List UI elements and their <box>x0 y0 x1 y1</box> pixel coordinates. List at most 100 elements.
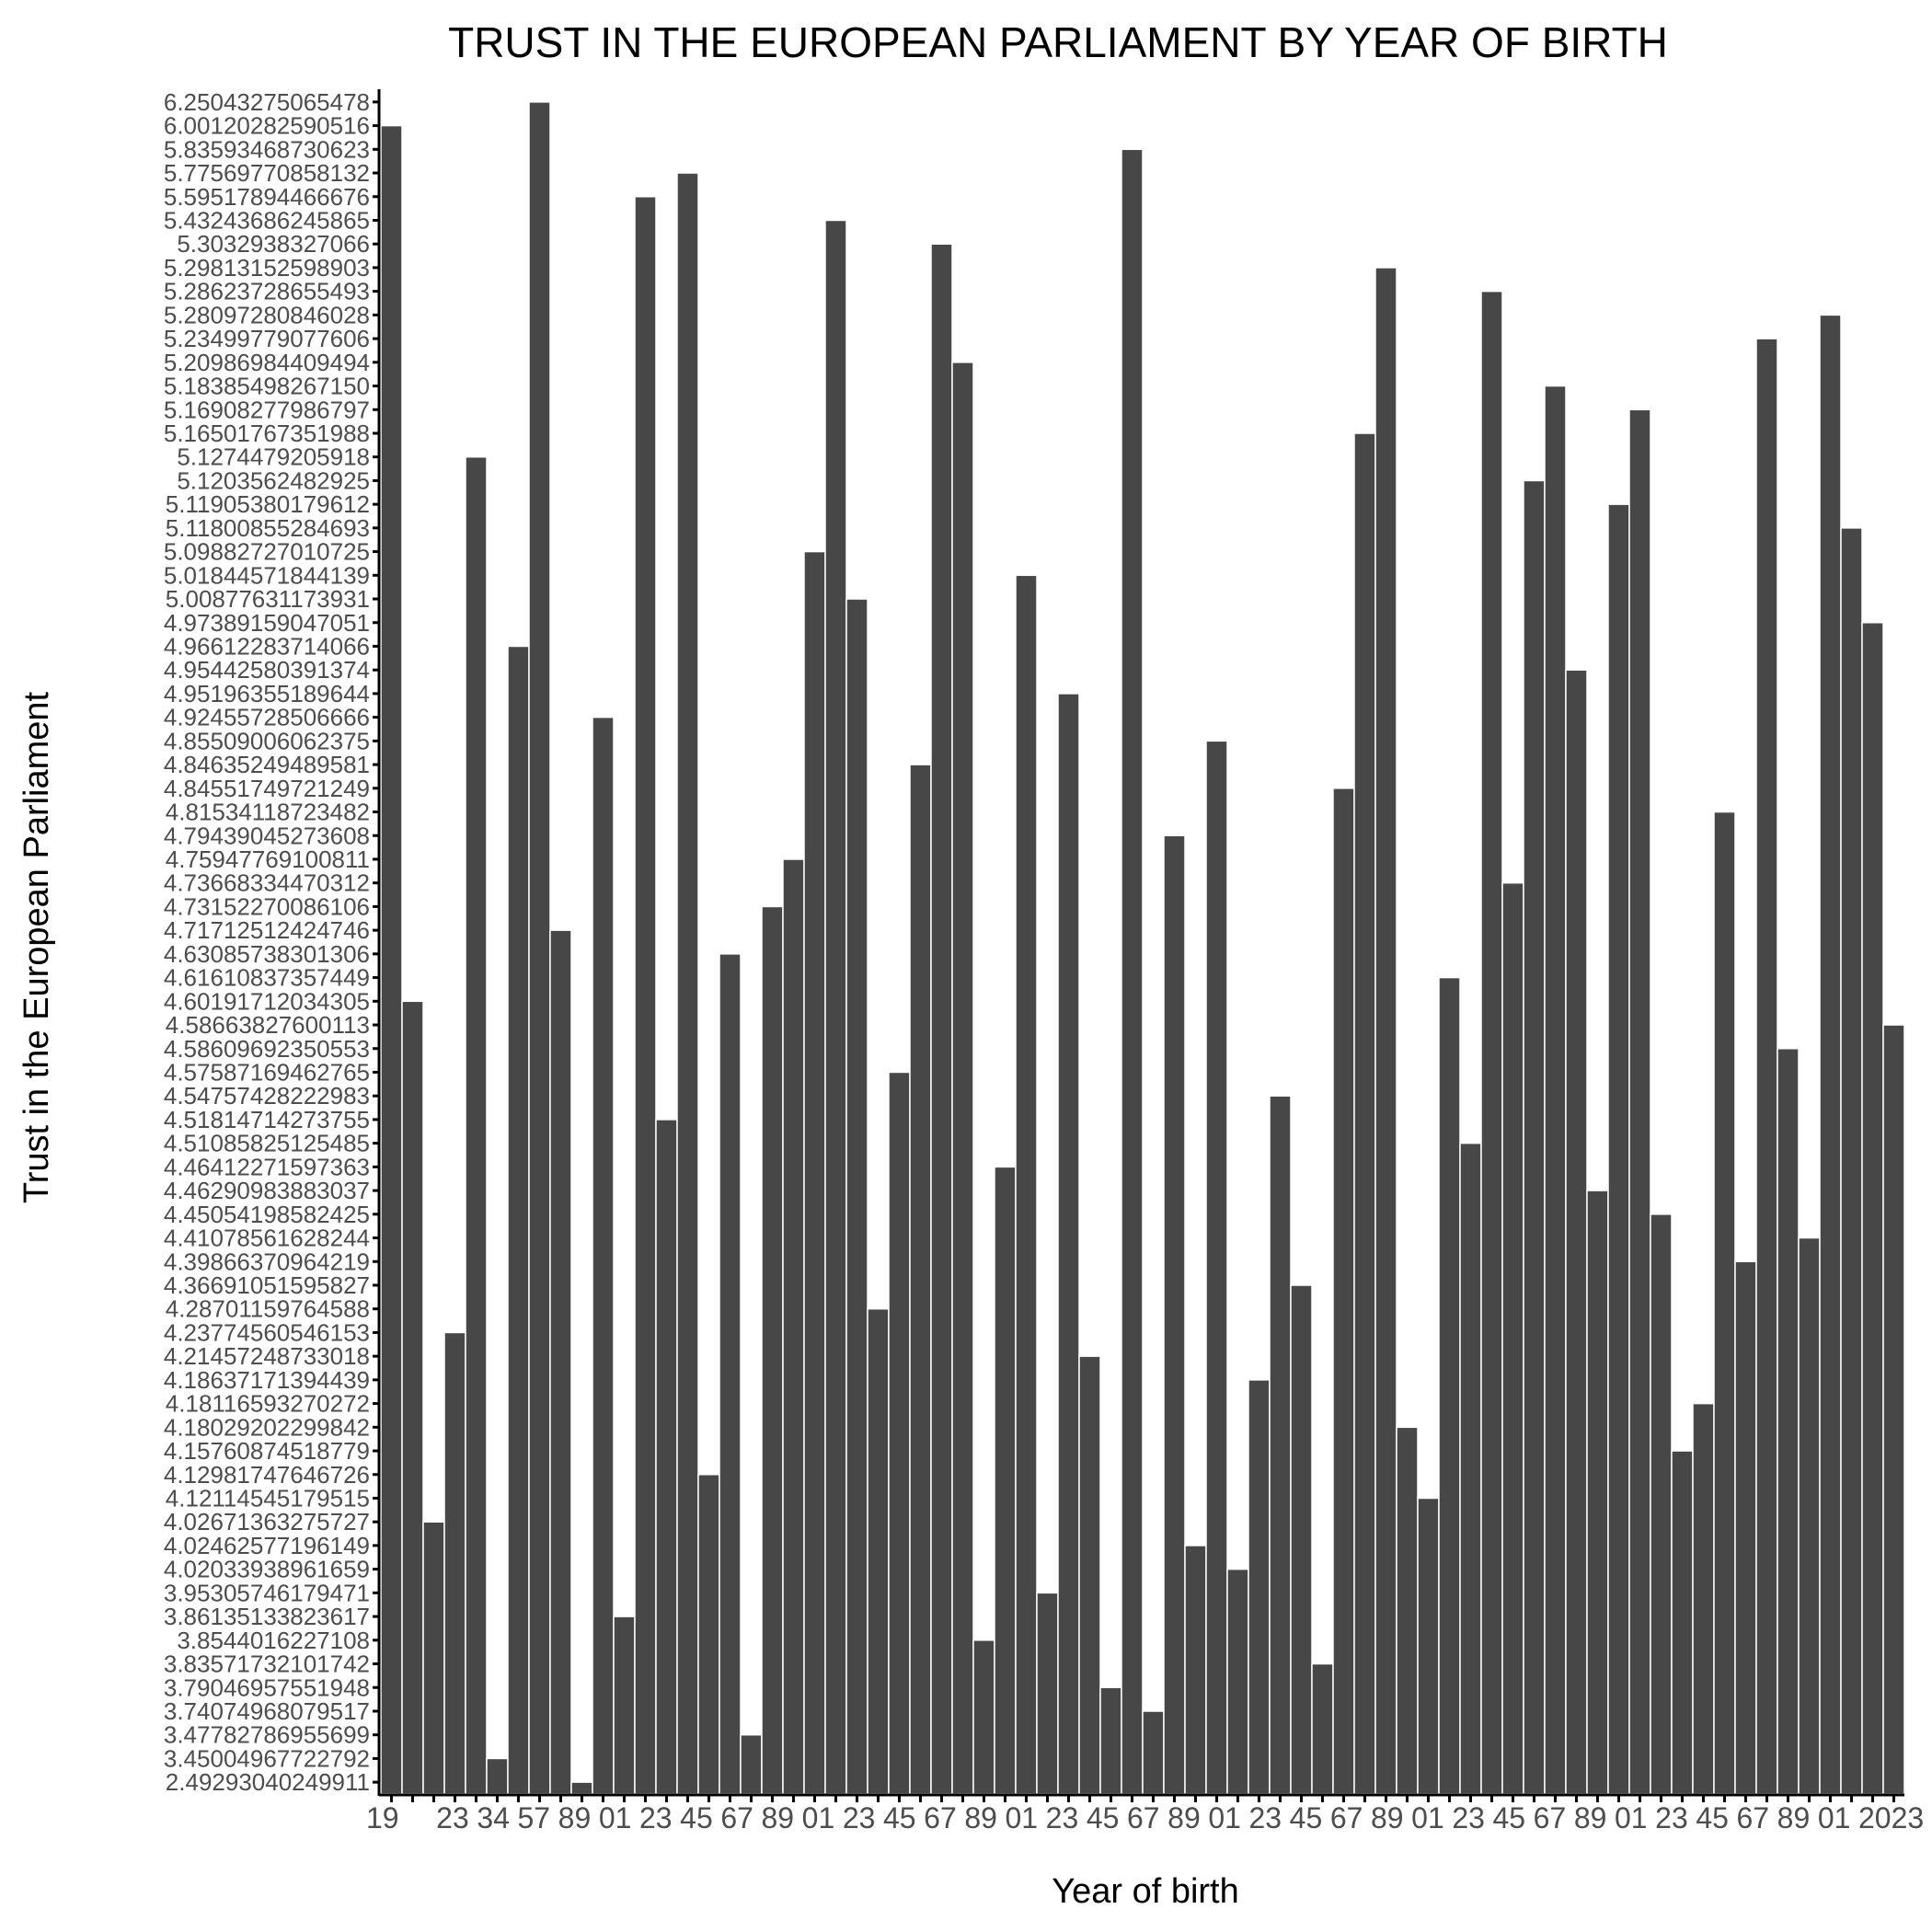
bar-1948 <box>972 1639 995 1795</box>
x-tick-label: 45 <box>680 1801 713 1834</box>
y-tick-label: 4.23774560546153 <box>164 1318 370 1346</box>
bar-1946 <box>930 243 953 1795</box>
bar-1971 <box>1459 1142 1482 1795</box>
y-tick-label: 5.18385498267150 <box>164 373 370 400</box>
bar-1923 <box>443 1331 466 1795</box>
bar-1973 <box>1501 881 1524 1795</box>
x-tick-label: 67 <box>1330 1801 1363 1834</box>
bar-1943 <box>867 1307 890 1795</box>
y-tick-label: 4.57587169462765 <box>164 1058 370 1086</box>
bar-1988 <box>1819 314 1842 1795</box>
y-tick-label: 4.63085738301306 <box>164 940 370 968</box>
x-tick-label: 34 <box>477 1801 510 1834</box>
x-tick-label: 89 <box>762 1801 795 1834</box>
bar-1940 <box>803 550 826 1795</box>
y-tick-label: 4.61610837357449 <box>164 964 370 992</box>
y-axis-title: Trust in the European Parliament <box>17 691 56 1203</box>
y-tick-label: 4.15760874518779 <box>164 1437 370 1465</box>
bar-1972 <box>1480 290 1503 1795</box>
y-tick-label: 4.81534118723482 <box>166 799 370 826</box>
x-tick-label: 23 <box>639 1801 673 1834</box>
y-axis-ticks: 2.492930402499113.450049677227923.477827… <box>164 88 379 1796</box>
bar-1981 <box>1671 1450 1694 1795</box>
y-tick-label: 6.25043275065478 <box>164 88 370 116</box>
bar-1960 <box>1226 1568 1249 1795</box>
x-axis-title: Year of birth <box>1052 1872 1239 1911</box>
bar-1983 <box>1713 811 1736 1795</box>
bar-1942 <box>845 598 868 1795</box>
y-tick-label: 3.95305746179471 <box>164 1579 370 1606</box>
bar-1989 <box>1840 527 1863 1795</box>
y-tick-label: 5.16908277986797 <box>164 396 370 423</box>
bar-1967 <box>1374 267 1397 1795</box>
y-tick-label: 4.84551749721249 <box>164 775 370 802</box>
y-tick-label: 4.96612283714066 <box>164 632 370 660</box>
x-tick-label: 01 <box>1006 1801 1039 1834</box>
y-tick-label: 4.51085825125485 <box>164 1130 370 1157</box>
y-tick-label: 5.11800855284693 <box>166 514 370 542</box>
y-tick-label: 5.77569770858132 <box>164 159 370 187</box>
bar-1929 <box>570 1781 593 1795</box>
y-tick-label: 3.79046957551948 <box>164 1673 370 1701</box>
y-tick-label: 5.28097280846028 <box>164 301 370 328</box>
y-tick-label: 4.39866370964219 <box>164 1248 370 1275</box>
y-tick-label: 3.83571732101742 <box>164 1650 370 1678</box>
y-tick-label: 4.75947769100811 <box>166 845 370 873</box>
y-tick-label: 5.1203562482925 <box>177 466 370 494</box>
y-tick-label: 4.73152270086106 <box>164 892 370 920</box>
bar-1975 <box>1544 385 1567 1795</box>
bar-1954 <box>1099 1686 1122 1795</box>
bar-1949 <box>994 1166 1017 1795</box>
bar-1950 <box>1015 574 1038 1795</box>
bar-1939 <box>782 858 805 1795</box>
x-tick-label: 45 <box>883 1801 916 1834</box>
bar-1974 <box>1523 479 1546 1795</box>
y-tick-label: 3.47782786955699 <box>164 1721 370 1749</box>
x-tick-label: 01 <box>1208 1801 1241 1834</box>
y-tick-label: 5.29813152598903 <box>164 254 370 282</box>
y-tick-label: 4.18637171394439 <box>164 1366 370 1394</box>
bar-1965 <box>1332 788 1355 1795</box>
bar-1986 <box>1777 1048 1800 1795</box>
bar-1926 <box>507 645 530 1795</box>
y-tick-label: 4.71712512424746 <box>164 916 370 944</box>
bar-1979 <box>1628 408 1651 1795</box>
y-tick-label: 5.59517894466676 <box>164 183 370 211</box>
bar-1922 <box>422 1521 445 1795</box>
x-tick-label: 89 <box>558 1801 592 1834</box>
x-tick-label: 45 <box>1493 1801 1526 1834</box>
bar-1935 <box>697 1474 720 1795</box>
bar-1961 <box>1248 1379 1271 1795</box>
x-tick-label: 01 <box>1615 1801 1648 1834</box>
y-tick-label: 5.43243686245865 <box>164 206 370 234</box>
y-tick-label: 4.36691051595827 <box>164 1271 370 1299</box>
bar-1964 <box>1311 1662 1334 1795</box>
y-tick-label: 6.00120282590516 <box>164 112 370 140</box>
x-tick-label: 67 <box>720 1801 753 1834</box>
y-tick-label: 4.95442580391374 <box>164 656 370 684</box>
y-tick-label: 4.28701159764588 <box>166 1295 370 1323</box>
bar-1958 <box>1184 1545 1207 1795</box>
y-tick-label: 4.18116593270272 <box>166 1390 370 1418</box>
y-tick-label: 4.21457248733018 <box>164 1342 370 1370</box>
y-tick-label: 4.73668334470312 <box>164 869 370 897</box>
y-tick-label: 3.45004967722792 <box>164 1744 370 1772</box>
y-tick-label: 4.46290983883037 <box>164 1177 370 1204</box>
x-tick-label: 23 <box>1249 1801 1282 1834</box>
x-tick-label: 23 <box>1655 1801 1688 1834</box>
bar-1987 <box>1798 1236 1821 1795</box>
bar-1955 <box>1121 148 1144 1795</box>
x-tick-label: 89 <box>1371 1801 1404 1834</box>
bar-1980 <box>1650 1213 1673 1795</box>
y-tick-label: 3.8544016227108 <box>177 1627 370 1654</box>
x-tick-label: 19 <box>366 1801 399 1834</box>
bar-1953 <box>1078 1355 1101 1795</box>
x-tick-label: 67 <box>924 1801 957 1834</box>
x-tick-label: 01 <box>1818 1801 1851 1834</box>
bar-1984 <box>1734 1260 1757 1795</box>
bar-1959 <box>1205 740 1228 1795</box>
y-tick-label: 5.09882727010725 <box>164 538 370 566</box>
y-tick-label: 4.46412271597363 <box>164 1153 370 1180</box>
x-tick-label: 89 <box>1167 1801 1201 1834</box>
y-tick-label: 4.60191712034305 <box>164 987 370 1015</box>
